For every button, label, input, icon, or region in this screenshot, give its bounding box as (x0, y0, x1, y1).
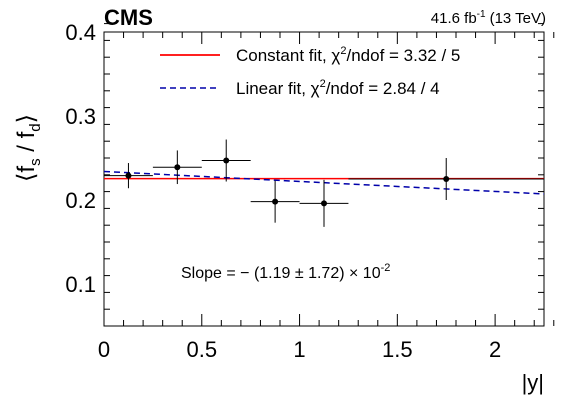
data-point (250, 180, 300, 223)
x-axis-label: |y| (522, 370, 544, 395)
legend: Constant fit, χ2/ndof = 3.32 / 5 Linear … (160, 45, 460, 98)
slope-annotation: Slope = − (1.19 ± 1.72) × 10-2 (181, 262, 390, 282)
data-marker (272, 198, 279, 205)
lumi-energy: (13 TeV) (490, 10, 546, 27)
y-tick-label: 0.4 (65, 20, 96, 45)
data-point (201, 139, 251, 182)
x-tick-label: 2 (489, 337, 501, 362)
data-marker (125, 172, 132, 179)
data-marker (174, 164, 181, 171)
x-tick-label: 0.5 (186, 337, 217, 362)
data-marker (223, 157, 230, 164)
legend-linear-label: Linear fit, χ2/ndof = 2.84 / 4 (236, 78, 440, 98)
data-points (104, 139, 544, 227)
data-point (348, 158, 544, 200)
y-tick-label: 0.3 (65, 104, 96, 129)
y-tick-label: 0.1 (65, 272, 96, 297)
lumi-value: 41.6 fb (431, 10, 477, 27)
luminosity-label: 41.6 fb-1 (13 TeV) (431, 9, 546, 27)
x-tick-label: 1.5 (382, 337, 413, 362)
experiment-label: CMS (104, 5, 153, 30)
y-axis-label: ⟨fs / fd⟩ (13, 114, 44, 182)
data-marker (321, 200, 327, 207)
x-tick-label: 1 (293, 337, 305, 362)
lumi-exponent: -1 (477, 9, 486, 20)
data-point (299, 179, 349, 227)
data-marker (443, 176, 450, 182)
axis-ticks (103, 23, 555, 327)
axis-tick-labels: 0 0.5 1 1.5 2 0.1 0.2 0.3 0.4 (65, 20, 501, 362)
data-point (152, 150, 202, 185)
legend-constant-label: Constant fit, χ2/ndof = 3.32 / 5 (236, 45, 460, 65)
y-tick-label: 0.2 (65, 188, 96, 213)
data-point (104, 163, 153, 189)
x-tick-label: 0 (98, 337, 110, 362)
